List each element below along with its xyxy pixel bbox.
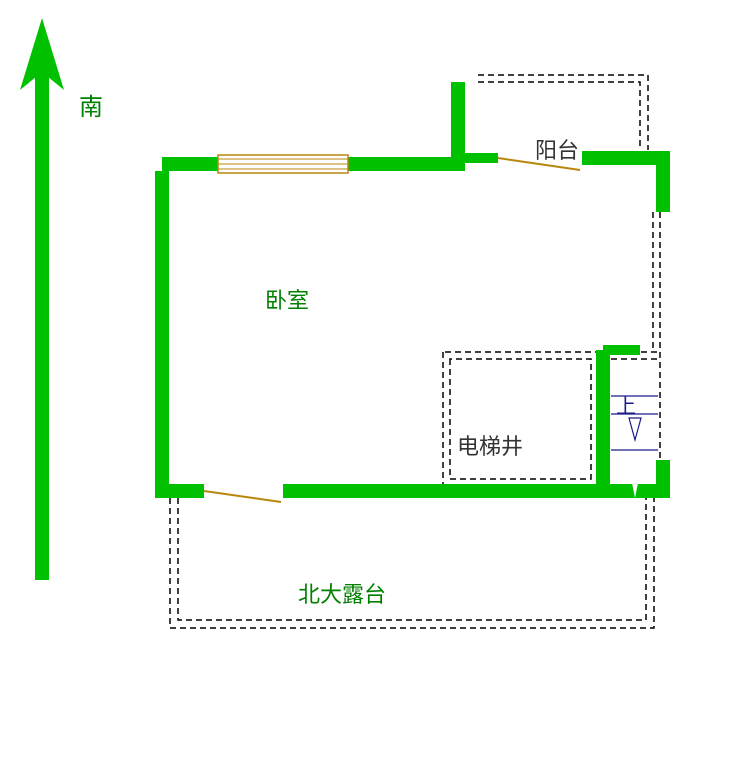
elevator-label: 电梯井 <box>457 429 523 461</box>
compass-label: 南 <box>79 87 103 122</box>
balcony-label: 阳台 <box>535 133 579 165</box>
floorplan-canvas <box>0 0 745 760</box>
stair-up-label: 上 <box>616 390 636 419</box>
bedroom-label: 卧室 <box>265 283 309 315</box>
terrace-label: 北大露台 <box>298 577 386 609</box>
